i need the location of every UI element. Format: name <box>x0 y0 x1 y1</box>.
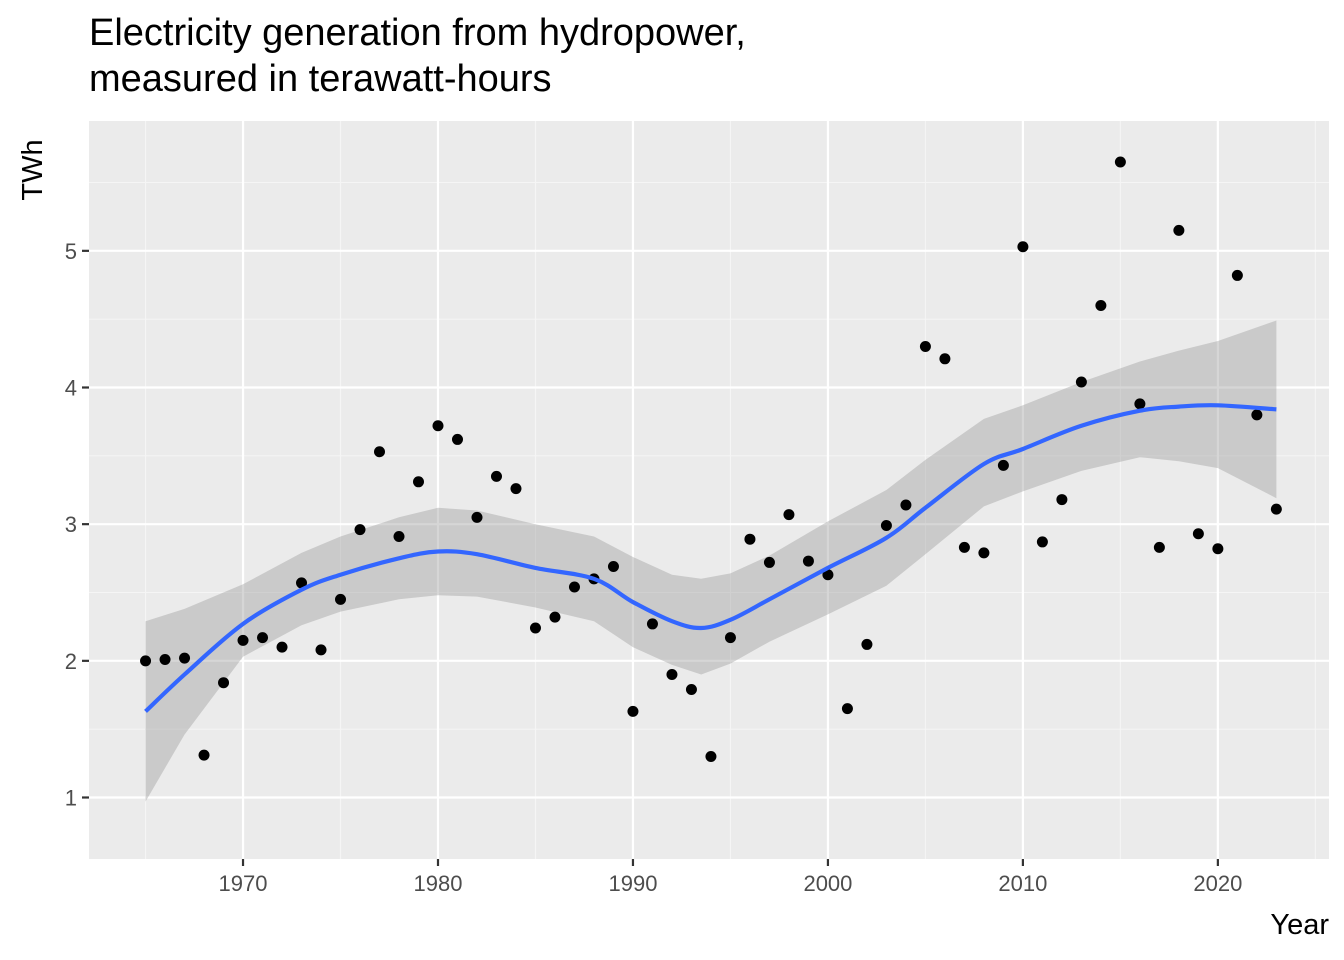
data-point <box>822 569 834 581</box>
data-point <box>159 653 171 665</box>
data-point <box>374 446 386 458</box>
x-tick-label: 2020 <box>1193 871 1242 896</box>
x-tick-label: 1990 <box>608 871 657 896</box>
data-point <box>490 470 502 482</box>
data-point <box>939 353 951 365</box>
grid-major <box>89 121 1329 859</box>
data-point <box>296 577 308 589</box>
data-point <box>1251 409 1263 421</box>
y-tick-label: 1 <box>65 786 77 811</box>
data-point <box>880 520 892 532</box>
y-tick-label: 2 <box>65 649 77 674</box>
data-point <box>451 433 463 445</box>
data-point <box>997 459 1009 471</box>
chart-title-line-1: Electricity generation from hydropower, <box>89 12 746 54</box>
data-point <box>724 632 736 644</box>
data-point <box>763 556 775 568</box>
data-point <box>978 547 990 559</box>
x-axis: 1970 1980 1990 2000 2010 2020 <box>219 859 1242 896</box>
data-point <box>549 611 561 623</box>
y-tick-label: 4 <box>65 376 77 401</box>
data-point <box>510 483 522 495</box>
data-point <box>646 618 658 630</box>
data-point <box>393 530 405 542</box>
data-point <box>1192 528 1204 540</box>
grid-minor <box>89 121 1329 859</box>
data-point <box>919 341 931 352</box>
x-axis-title: Year <box>1270 909 1329 941</box>
data-point <box>1231 269 1243 281</box>
smooth-trend-line <box>144 403 1277 713</box>
data-point <box>237 634 249 646</box>
data-point <box>1153 541 1165 553</box>
data-point <box>179 652 191 664</box>
data-point <box>335 593 347 605</box>
data-point <box>802 555 814 567</box>
data-point <box>1134 398 1146 410</box>
data-point <box>276 641 288 653</box>
y-axis-title: TWh <box>17 139 49 200</box>
data-point <box>841 703 853 715</box>
confidence-ribbon <box>145 320 1277 802</box>
x-tick-label: 2010 <box>998 871 1047 896</box>
data-point <box>627 705 639 717</box>
data-point <box>685 684 697 696</box>
data-point <box>471 511 483 523</box>
plot-panel <box>89 121 1329 859</box>
data-point <box>1212 543 1224 555</box>
data-point <box>140 655 152 667</box>
data-point <box>1036 536 1048 548</box>
x-tick-label: 1980 <box>414 871 463 896</box>
data-point <box>1075 376 1087 388</box>
data-point <box>1017 241 1029 253</box>
data-point <box>315 644 327 656</box>
y-axis: 1 2 3 4 5 <box>65 239 89 811</box>
x-tick-label: 2000 <box>803 871 852 896</box>
data-point <box>666 669 678 680</box>
data-point <box>568 581 580 593</box>
data-point <box>783 509 795 521</box>
data-point <box>1095 300 1107 311</box>
data-point <box>900 499 912 511</box>
chart-title: Electricity generation from hydropower, … <box>89 10 746 102</box>
data-point <box>958 541 970 553</box>
y-tick-label: 3 <box>65 512 77 537</box>
data-point <box>412 476 424 488</box>
data-point <box>432 420 444 432</box>
data-point <box>744 533 756 545</box>
data-point <box>529 622 541 634</box>
data-point <box>218 677 230 689</box>
data-point <box>705 751 717 762</box>
data-point <box>1173 224 1185 236</box>
y-tick-label: 5 <box>65 239 77 264</box>
data-point <box>861 638 873 650</box>
data-point <box>607 561 619 573</box>
chart-title-line-2: measured in terawatt-hours <box>89 58 552 100</box>
x-tick-label: 1970 <box>219 871 268 896</box>
data-points <box>140 156 1282 762</box>
data-point <box>1114 156 1126 168</box>
data-point <box>354 524 366 536</box>
data-point <box>1270 503 1282 515</box>
data-point <box>198 749 210 761</box>
data-point <box>257 632 269 644</box>
data-point <box>1056 494 1068 506</box>
